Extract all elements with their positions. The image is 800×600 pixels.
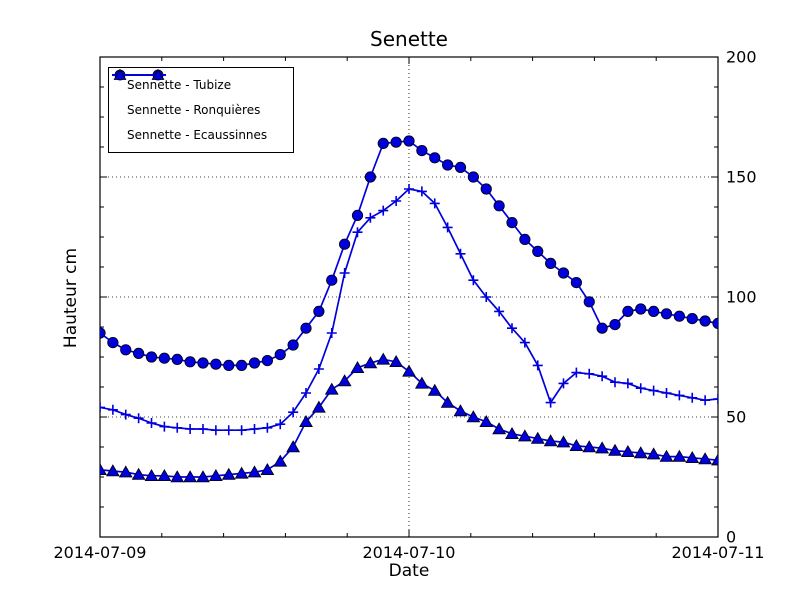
y-tick-label: 50 bbox=[726, 408, 746, 427]
chart-title: Senette bbox=[370, 27, 448, 51]
x-tick-label: 2014-07-11 bbox=[672, 543, 765, 562]
legend-triangle-marker-icon bbox=[112, 68, 166, 80]
y-axis-label: Hauteur cm bbox=[61, 247, 81, 349]
x-tick-label: 2014-07-10 bbox=[363, 543, 456, 562]
legend: Sennette - Tubize Sennette - Ronquières … bbox=[108, 67, 294, 153]
legend-item-ecaussinnes: Sennette - Ecaussinnes bbox=[112, 68, 287, 143]
y-tick-label: 150 bbox=[726, 168, 757, 187]
series-triangle bbox=[100, 352, 718, 483]
y-tick-label: 100 bbox=[726, 288, 757, 307]
y-tick-label: 200 bbox=[726, 48, 757, 67]
legend-label: Sennette - Ecaussinnes bbox=[127, 128, 268, 143]
series-plus bbox=[100, 184, 718, 436]
x-tick-label: 2014-07-09 bbox=[54, 543, 147, 562]
series-circle bbox=[100, 135, 718, 371]
legend-label: Sennette - Tubize bbox=[127, 77, 232, 92]
y-tick-label: 0 bbox=[726, 528, 736, 547]
legend-item-ronquieres: Sennette - Ronquières bbox=[112, 70, 287, 117]
legend-label: Sennette - Ronquières bbox=[127, 102, 261, 117]
x-axis-label: Date bbox=[388, 561, 430, 581]
